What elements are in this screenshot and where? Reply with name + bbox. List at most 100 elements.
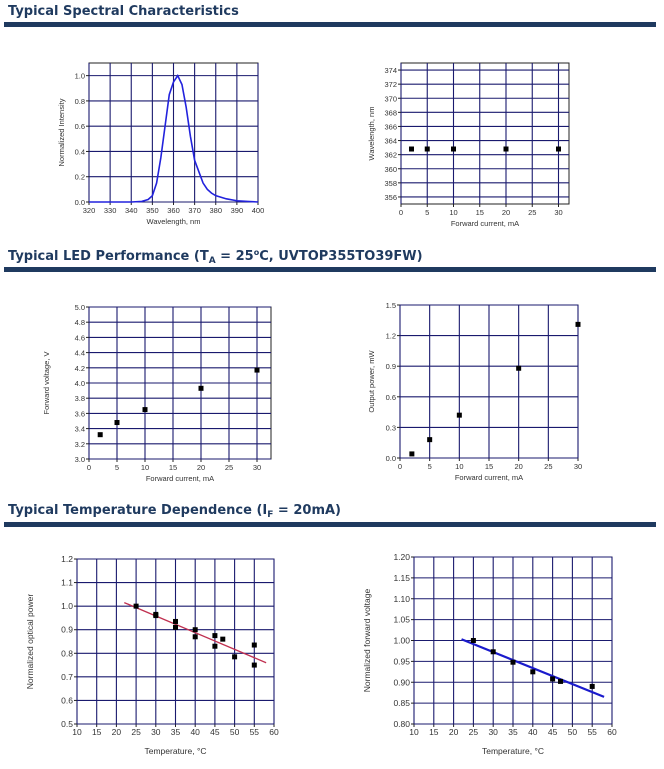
y-tick-label: 1.2 bbox=[61, 554, 73, 564]
x-axis-label: Forward current, mA bbox=[451, 219, 519, 228]
data-point bbox=[254, 367, 260, 373]
data-point bbox=[409, 451, 415, 457]
x-tick-label: 30 bbox=[574, 462, 582, 471]
y-tick-label: 0.6 bbox=[61, 695, 73, 705]
x-tick-label: 0 bbox=[399, 208, 403, 217]
x-tick-label: 15 bbox=[92, 727, 102, 737]
x-tick-label: 0 bbox=[87, 463, 91, 472]
y-axis-label: Normalized forward voltage bbox=[362, 589, 372, 693]
data-point bbox=[490, 649, 496, 655]
section-divider bbox=[4, 22, 656, 27]
y-tick-label: 0.9 bbox=[386, 362, 396, 371]
y-tick-label: 0.90 bbox=[393, 677, 410, 687]
x-tick-label: 25 bbox=[225, 463, 233, 472]
x-tick-label: 20 bbox=[197, 463, 205, 472]
y-tick-label: 3.8 bbox=[75, 394, 85, 403]
data-point bbox=[510, 659, 516, 665]
x-tick-label: 20 bbox=[502, 208, 510, 217]
y-tick-label: 1.5 bbox=[386, 301, 396, 310]
x-tick-label: 15 bbox=[485, 462, 493, 471]
x-tick-label: 25 bbox=[544, 462, 552, 471]
x-tick-label: 370 bbox=[188, 206, 201, 215]
x-tick-label: 380 bbox=[209, 206, 222, 215]
x-tick-label: 55 bbox=[250, 727, 260, 737]
y-axis-label: Forward voltage, V bbox=[42, 352, 51, 415]
data-point bbox=[153, 613, 159, 619]
y-tick-label: 4.8 bbox=[75, 318, 85, 327]
y-tick-label: 1.15 bbox=[393, 573, 410, 583]
y-tick-label: 0.4 bbox=[75, 147, 85, 156]
y-tick-label: 362 bbox=[384, 151, 397, 160]
x-tick-label: 400 bbox=[252, 206, 265, 215]
y-tick-label: 1.2 bbox=[386, 332, 396, 341]
heading-subscript: A bbox=[208, 256, 216, 266]
x-tick-label: 15 bbox=[429, 727, 439, 737]
x-tick-label: 35 bbox=[508, 727, 518, 737]
x-tick-label: 5 bbox=[115, 463, 119, 472]
y-tick-label: 0.8 bbox=[61, 648, 73, 658]
data-point bbox=[173, 618, 178, 624]
chart-1: 320 330 340 350 360 370 380 390 400 0.0 0.2 0.4 0.6 0… bbox=[57, 62, 265, 226]
y-tick-label: 4.6 bbox=[75, 333, 85, 342]
x-axis-label: Forward current, mA bbox=[455, 473, 523, 482]
y-axis-label: Wavelength, nm bbox=[367, 107, 376, 161]
x-tick-label: 20 bbox=[112, 727, 122, 737]
data-point bbox=[192, 627, 198, 633]
chart-3: 0 5 10 15 20 25 30 3.0 3.2 3.4 3.6 3.8 4.0 4.2 4.4 4.6 4… bbox=[42, 303, 272, 483]
x-axis-label: Temperature, °C bbox=[482, 746, 544, 756]
data-point bbox=[503, 146, 509, 152]
y-tick-label: 0.8 bbox=[75, 97, 85, 106]
data-point bbox=[427, 437, 433, 443]
data-point bbox=[251, 662, 257, 668]
data-point bbox=[220, 636, 226, 642]
y-tick-label: 0.5 bbox=[61, 719, 73, 729]
x-axis-label: Forward current, mA bbox=[146, 474, 214, 483]
x-tick-label: 25 bbox=[469, 727, 479, 737]
x-tick-label: 350 bbox=[146, 206, 159, 215]
y-tick-label: 4.2 bbox=[75, 364, 85, 373]
section-divider bbox=[4, 522, 656, 527]
x-tick-label: 390 bbox=[231, 206, 244, 215]
y-tick-label: 0.9 bbox=[61, 625, 73, 635]
x-tick-label: 60 bbox=[269, 727, 279, 737]
x-tick-label: 45 bbox=[210, 727, 220, 737]
x-tick-label: 5 bbox=[428, 462, 432, 471]
y-tick-label: 358 bbox=[384, 179, 397, 188]
data-point bbox=[212, 643, 218, 649]
section-divider bbox=[4, 267, 656, 272]
chart-4: 0 5 10 15 20 25 30 0.0 0.3 0.6 0.9 1.2 1.5 Forward cu… bbox=[367, 301, 582, 482]
heading-text: Typical Spectral Characteristics bbox=[8, 4, 239, 19]
y-tick-label: 3.4 bbox=[75, 425, 85, 434]
y-tick-label: 0.6 bbox=[386, 393, 396, 402]
y-tick-label: 0.2 bbox=[75, 173, 85, 182]
x-tick-label: 360 bbox=[167, 206, 180, 215]
data-point bbox=[173, 624, 178, 630]
heading-text: = 25 bbox=[215, 249, 254, 264]
data-point bbox=[114, 420, 120, 426]
heading-text: C, UVTOP355TO39FW) bbox=[259, 249, 423, 264]
x-tick-label: 340 bbox=[125, 206, 138, 215]
x-tick-label: 30 bbox=[151, 727, 161, 737]
y-tick-label: 1.20 bbox=[393, 552, 410, 562]
data-point bbox=[456, 412, 462, 418]
y-tick-label: 4.4 bbox=[75, 349, 85, 358]
y-tick-label: 368 bbox=[384, 108, 397, 117]
x-tick-label: 10 bbox=[72, 727, 82, 737]
data-point bbox=[451, 146, 456, 152]
data-point bbox=[550, 676, 556, 682]
fit-line bbox=[124, 602, 267, 664]
data-point bbox=[424, 146, 430, 152]
data-point bbox=[470, 638, 476, 643]
y-tick-label: 0.0 bbox=[75, 198, 85, 207]
x-tick-label: 40 bbox=[190, 727, 200, 737]
y-tick-label: 364 bbox=[384, 137, 397, 146]
y-tick-label: 360 bbox=[384, 165, 397, 174]
x-tick-label: 50 bbox=[230, 727, 240, 737]
x-tick-label: 10 bbox=[455, 462, 463, 471]
y-tick-label: 4.0 bbox=[75, 379, 85, 388]
x-tick-label: 25 bbox=[528, 208, 536, 217]
x-tick-label: 10 bbox=[409, 727, 419, 737]
y-tick-label: 0.95 bbox=[393, 656, 410, 666]
data-point bbox=[251, 642, 257, 648]
